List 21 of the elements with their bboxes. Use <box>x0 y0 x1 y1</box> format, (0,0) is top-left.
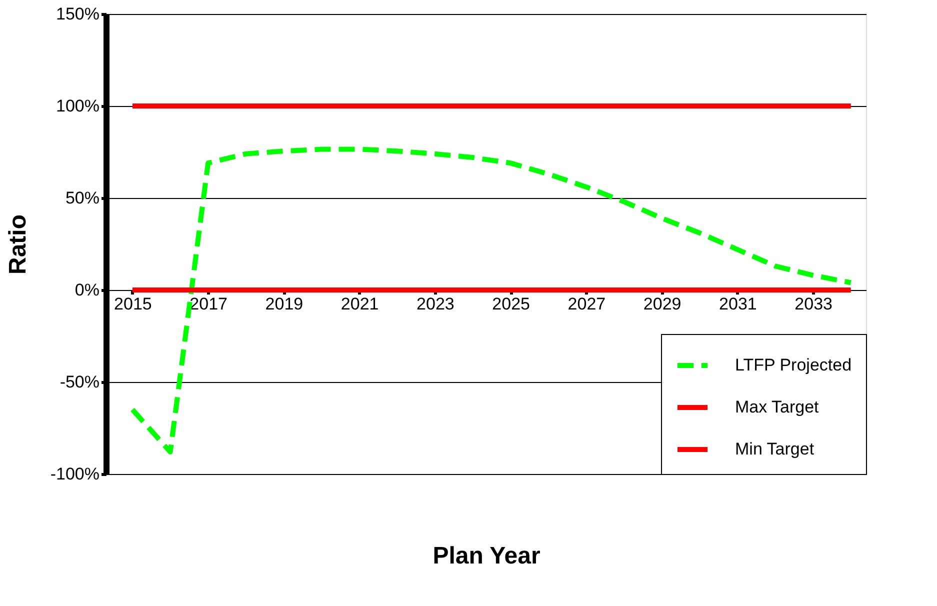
x-tick-label: 2033 <box>794 294 832 314</box>
x-tick-label: 2017 <box>190 294 228 314</box>
x-tick-label: 2019 <box>265 294 304 314</box>
x-tick-label: 2023 <box>416 294 454 314</box>
legend-label: Min Target <box>735 440 814 458</box>
y-axis-title: Ratio <box>4 214 32 274</box>
x-axis-title: Plan Year <box>432 542 540 570</box>
legend-label: Max Target <box>735 398 820 416</box>
y-tick-label: 150% <box>56 4 100 24</box>
y-tick-label: 100% <box>56 96 100 116</box>
x-tick-label: 2027 <box>568 294 606 314</box>
y-tick-label: 0% <box>74 280 100 300</box>
y-tick-label: -100% <box>50 464 100 484</box>
x-tick-label: 2029 <box>643 294 682 314</box>
y-tick-label: 50% <box>65 188 100 208</box>
x-tick-label: 2025 <box>492 294 530 314</box>
y-tick-label: -50% <box>60 372 100 392</box>
x-tick-label: 2031 <box>719 294 757 314</box>
x-tick-label: 2015 <box>114 294 152 314</box>
legend-label: LTFP Projected <box>735 356 852 374</box>
x-tick-label: 2021 <box>340 294 379 314</box>
